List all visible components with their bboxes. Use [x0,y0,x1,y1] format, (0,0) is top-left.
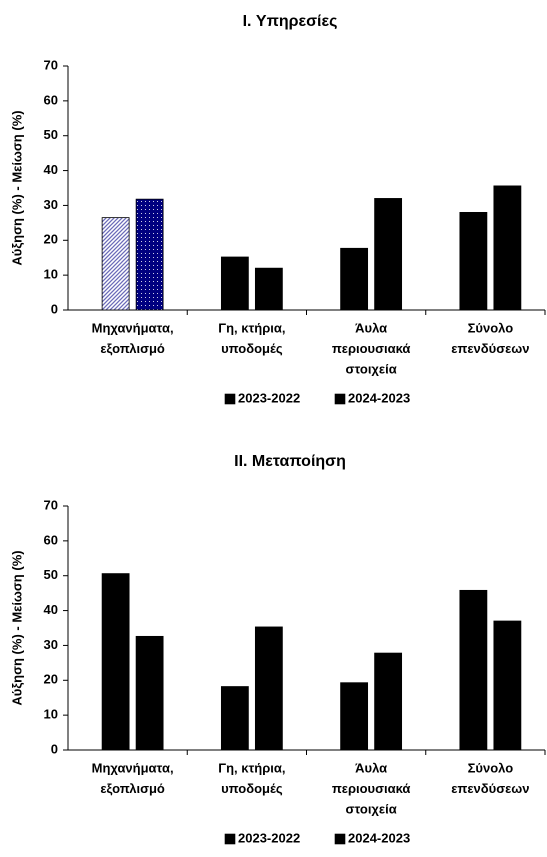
bar [135,635,164,751]
bar [254,626,283,751]
y-tick-label: 10 [44,267,58,282]
chart: II. Μεταποίηση Αύξηση (%) - Μείωση (%) 0 10… [9,453,546,845]
y-tick-label: 60 [44,92,58,107]
y-tick-label: 50 [44,127,58,142]
y-tick-label: 40 [44,602,58,617]
bar [459,589,488,751]
x-tick-label: υποδομές [221,341,283,356]
y-tick-label: 70 [44,497,58,512]
x-tick-label: Μηχανήματα, [92,760,174,775]
chart: I. Υπηρεσίες Αύξηση (%) - Μείωση (%) 0 10 20… [9,13,546,405]
bar [374,198,403,311]
bar [254,267,283,311]
bar [493,185,522,311]
chart-title: II. Μεταποίηση [234,453,346,470]
y-tick-label: 0 [51,741,58,756]
x-tick-label: Γη, κτήρια, [218,760,285,775]
legend-label: 2023-2022 [238,830,300,845]
bar [374,652,403,751]
y-tick-label: 70 [44,57,58,72]
y-tick-label: 50 [44,567,58,582]
bar [220,256,249,311]
y-tick-label: 60 [44,532,58,547]
bar [220,686,249,751]
y-axis-label: Αύξηση (%) - Μείωση (%) [9,110,24,265]
bar [340,247,369,311]
chart-title: I. Υπηρεσίες [243,13,338,30]
legend-swatch [334,833,346,845]
x-tick-label: Σύνολο [468,320,514,335]
legend-label: 2023-2022 [238,390,300,405]
y-tick-label: 0 [51,301,58,316]
y-tick-label: 20 [44,232,58,247]
x-tick-label: στοιχεία [346,801,397,816]
y-tick-label: 20 [44,672,58,687]
x-tick-label: Άυλα [355,760,387,775]
x-tick-label: Άυλα [355,320,387,335]
x-tick-label: εξοπλισμό [100,341,165,356]
x-tick-label: επενδύσεων [451,781,529,796]
x-tick-label: περιουσιακά [332,341,411,356]
x-tick-label: επενδύσεων [451,341,529,356]
legend-label: 2024-2023 [348,830,410,845]
bar [493,620,522,751]
y-tick-label: 30 [44,197,58,212]
bar [101,217,130,311]
legend-swatch [224,833,236,845]
legend-swatch [334,393,346,405]
x-tick-label: περιουσιακά [332,781,411,796]
y-tick-label: 10 [44,707,58,722]
legend-swatch [224,393,236,405]
bar [101,573,130,751]
y-tick-label: 40 [44,162,58,177]
bar [135,198,164,311]
x-tick-label: στοιχεία [346,361,397,376]
x-tick-label: Γη, κτήρια, [218,320,285,335]
x-tick-label: Μηχανήματα, [92,320,174,335]
legend-label: 2024-2023 [348,390,410,405]
y-tick-label: 30 [44,637,58,652]
bar [459,211,488,311]
x-tick-label: υποδομές [221,781,283,796]
bar [340,682,369,751]
y-axis-label: Αύξηση (%) - Μείωση (%) [9,550,24,705]
x-tick-label: Σύνολο [468,760,514,775]
x-tick-label: εξοπλισμό [100,781,165,796]
